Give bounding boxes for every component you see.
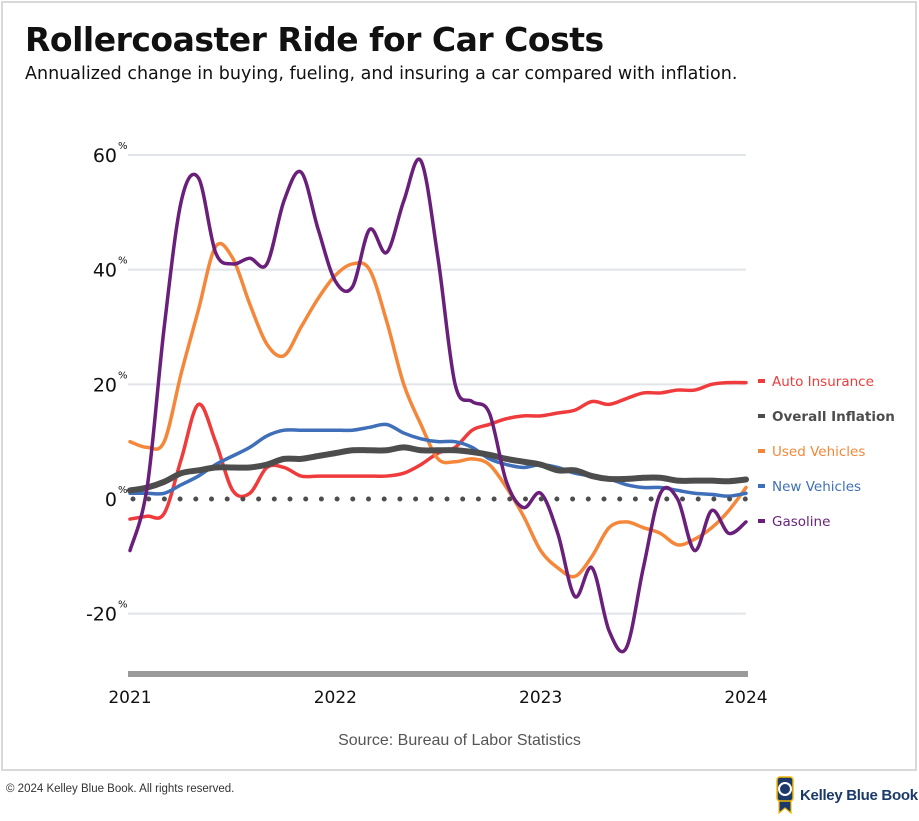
series-line-used-vehicles — [128, 241, 748, 579]
legend-label: Auto Insurance — [772, 374, 874, 390]
chart-title: Rollercoaster Ride for Car Costs — [25, 20, 604, 59]
y-tick-percent: % — [118, 370, 128, 381]
y-tick-percent: % — [118, 256, 128, 267]
y-tick-percent: % — [118, 485, 128, 496]
y-tick-label: 20 — [93, 374, 117, 396]
series-line-gasoline — [128, 157, 748, 654]
x-tick-label: 2023 — [519, 688, 562, 708]
x-tick-label: 2022 — [314, 688, 357, 708]
chart-subtitle: Annualized change in buying, fueling, an… — [25, 64, 738, 84]
y-tick-percent: % — [118, 600, 128, 611]
legend-swatch — [758, 449, 765, 453]
source-note: Source: Bureau of Labor Statistics — [338, 732, 581, 749]
y-tick-label: 60 — [93, 145, 117, 167]
kbb-logo: Kelley Blue Book — [774, 776, 918, 814]
series-line-overall-inflation — [127, 444, 749, 494]
legend-swatch — [758, 484, 765, 488]
legend-swatch — [758, 379, 765, 383]
legend-label: Used Vehicles — [772, 444, 865, 460]
y-tick-percent: % — [118, 141, 128, 152]
legend-label: New Vehicles — [772, 479, 861, 495]
legend-label: Overall Inflation — [772, 409, 895, 425]
legend-swatch — [758, 519, 765, 523]
ribbon-badge-icon — [776, 776, 794, 814]
y-tick-label: 40 — [93, 260, 117, 282]
y-tick-label: -20 — [86, 604, 117, 626]
x-tick-label: 2024 — [724, 688, 767, 708]
legend-label: Gasoline — [772, 514, 830, 530]
y-tick-label: 0 — [105, 489, 117, 511]
chart-frame — [1, 1, 917, 771]
logo-text: Kelley Blue Book — [800, 786, 918, 804]
copyright: © 2024 Kelley Blue Book. All rights rese… — [6, 783, 235, 795]
series-line-new-vehicles — [128, 422, 748, 498]
legend-swatch — [758, 414, 765, 418]
x-tick-label: 2021 — [108, 688, 151, 708]
x-axis-bar — [128, 671, 748, 677]
